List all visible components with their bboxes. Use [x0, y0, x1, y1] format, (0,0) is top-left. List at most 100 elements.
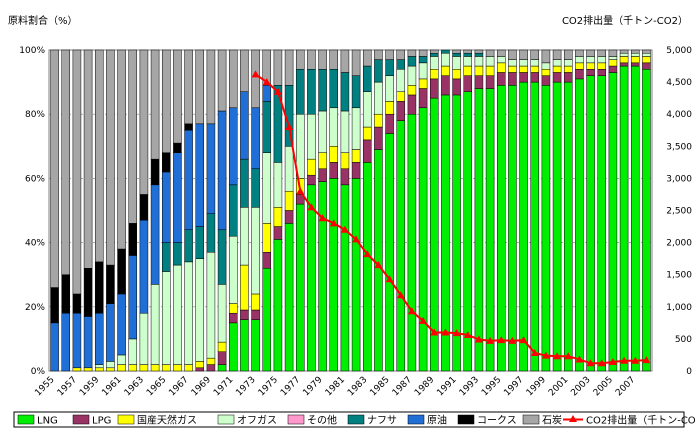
bar-segment — [106, 264, 115, 304]
bar-segment — [139, 49, 149, 195]
bar-segment — [240, 91, 249, 160]
x-tick-label: 1991 — [435, 375, 458, 398]
bar-segment — [161, 242, 171, 272]
bar-segment — [307, 49, 316, 70]
bar-segment — [61, 274, 71, 314]
bar-segment — [541, 75, 551, 86]
bar-segment — [362, 139, 372, 163]
legend-swatch — [17, 414, 35, 425]
bar-segment — [240, 264, 249, 311]
bar-segment — [429, 49, 439, 54]
bar-segment — [273, 207, 283, 227]
bar-segment — [485, 88, 495, 372]
bar-segment — [262, 85, 272, 102]
bar-segment — [318, 152, 327, 170]
bar-segment — [597, 56, 607, 64]
bar-segment — [83, 367, 93, 372]
bar-segment — [206, 123, 216, 214]
bar-segment — [407, 65, 417, 86]
bar-segment — [195, 49, 205, 125]
bar-segment — [575, 49, 584, 57]
bar-segment — [586, 62, 595, 70]
bar-segment — [228, 184, 238, 237]
bar-segment — [396, 49, 406, 60]
co2-marker — [296, 187, 305, 195]
bar-segment — [228, 312, 238, 324]
bar-segment — [295, 113, 305, 179]
bar-segment — [362, 126, 372, 141]
bar-segment — [184, 364, 193, 372]
bar-segment — [284, 190, 294, 211]
bar-segment — [619, 56, 629, 64]
bar-segment — [106, 303, 115, 362]
bar-segment — [340, 184, 350, 372]
bar-segment — [94, 261, 104, 314]
co2-marker — [374, 261, 383, 269]
bar-segment — [630, 65, 640, 372]
bar-segment — [374, 126, 383, 150]
bar-segment — [496, 62, 506, 73]
bar-segment — [173, 142, 182, 153]
bar-segment — [206, 251, 216, 359]
x-tick-label: 1963 — [123, 375, 146, 398]
bar-segment — [217, 110, 227, 231]
bar-segment — [374, 59, 383, 83]
bar-segment — [318, 49, 327, 70]
bar-segment — [429, 52, 439, 57]
bar-segment — [262, 223, 272, 253]
bar-segment — [396, 69, 406, 92]
right-tick-label: 1,000 — [666, 303, 692, 313]
bar-segment — [541, 69, 551, 76]
bar-segment — [251, 293, 260, 311]
legend-label: CO2排出量（千トン-CO2） — [586, 414, 696, 427]
x-tick-label: 1993 — [458, 375, 481, 398]
bar-segment — [396, 59, 406, 70]
legend-label: 国産天然ガス — [137, 414, 197, 427]
bar-segment — [72, 49, 82, 295]
bar-segment — [228, 49, 238, 109]
bar-segment — [541, 62, 551, 70]
bar-segment — [485, 49, 495, 57]
bar-segment — [184, 261, 193, 365]
bar-segment — [485, 56, 495, 67]
bar-segment — [307, 174, 316, 186]
bar-segment — [407, 94, 417, 115]
co2-marker — [497, 336, 506, 344]
bar-segment — [351, 107, 361, 150]
left-tick-label: 60% — [25, 174, 45, 184]
bar-segment — [642, 62, 651, 70]
bar-segment — [508, 65, 517, 73]
bar-segment — [217, 229, 227, 285]
bar-segment — [340, 110, 350, 153]
bar-segment — [284, 210, 294, 224]
bar-segment — [318, 181, 327, 372]
co2-marker — [597, 359, 606, 367]
left-tick-label: 0% — [31, 367, 46, 377]
bar-segment — [407, 85, 417, 96]
co2-marker — [329, 219, 338, 227]
x-tick-label: 1981 — [324, 375, 347, 398]
bar-segment — [262, 101, 272, 153]
bar-segment — [329, 178, 339, 372]
bar-segment — [452, 52, 461, 57]
bar-segment — [351, 162, 361, 179]
co2-marker — [352, 235, 361, 243]
bar-segment — [195, 226, 205, 259]
bar-segment — [374, 49, 383, 60]
co2-marker — [385, 275, 394, 283]
bar-segment — [184, 229, 193, 263]
bar-segment — [351, 49, 361, 76]
left-axis-ticks: 0% 20% 40% 60% 80% 100% — [19, 46, 45, 377]
bar-segment — [94, 364, 104, 369]
bar-segment — [251, 49, 260, 109]
bar-segment — [496, 72, 506, 86]
bar-segment — [251, 309, 260, 320]
bar-segment — [150, 284, 160, 365]
bar-segment — [61, 49, 71, 275]
bar-segment — [94, 49, 104, 263]
co2-marker — [307, 203, 316, 211]
bar-segment — [318, 69, 327, 112]
co2-marker — [452, 329, 461, 337]
bar-segment — [586, 75, 595, 372]
bar-segment — [150, 364, 160, 372]
